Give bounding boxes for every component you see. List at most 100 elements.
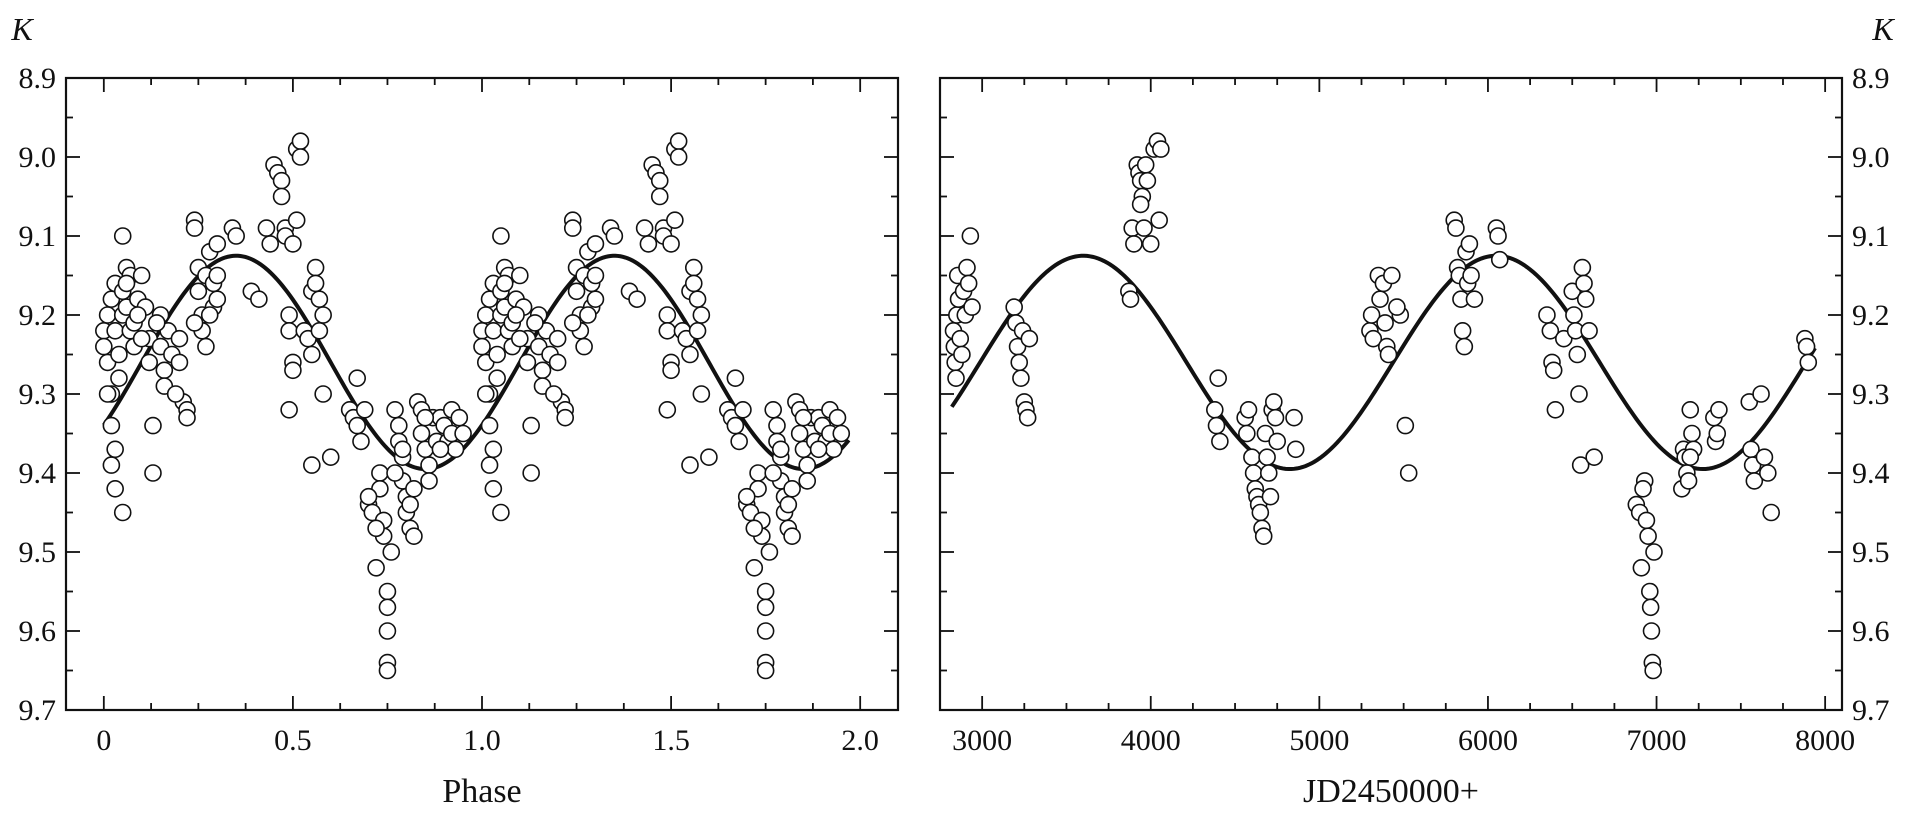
data-point [669,132,688,150]
data-point [1571,456,1590,474]
data-point [166,385,185,403]
data-point [1266,408,1285,427]
data-point [129,306,147,324]
y-tick-label: 9.7 [1852,694,1890,727]
data-point [1258,448,1276,467]
y-tick-label: 9.1 [19,220,57,253]
data-point [431,440,450,459]
data-point [1759,464,1777,482]
data-point [1150,211,1168,229]
data-point [106,321,124,340]
data-point [185,219,204,237]
x-tick-label: 2.0 [841,724,879,757]
data-point [1447,219,1465,237]
data-point [650,187,669,206]
data-point [1641,598,1660,617]
data-point [488,345,506,364]
data-point [155,361,174,380]
data-point [658,400,677,419]
data-point [303,345,321,364]
data-point [832,424,851,443]
data-point [666,211,684,229]
data-point [492,503,510,522]
data-point [95,337,113,356]
data-point [106,440,124,459]
data-point [1460,235,1479,253]
data-point [367,519,385,538]
data-point [1570,385,1588,403]
data-point [1268,432,1286,451]
data-point [1637,511,1656,530]
data-point [726,369,745,388]
data-point [628,290,646,309]
data-point [1632,558,1651,577]
data-point [1138,171,1157,190]
data-point [1265,393,1283,411]
data-point [1681,448,1700,467]
x-tick-label: 4000 [1121,724,1181,757]
data-point [794,408,813,427]
data-point [371,464,389,482]
data-point [1490,250,1509,269]
data-point [548,329,567,348]
data-point [959,274,978,293]
y-tick-label: 9.3 [19,378,57,411]
data-point [1259,464,1278,482]
data-point [306,258,325,277]
data-point [1580,321,1598,340]
y-axis-label: K [1871,11,1895,47]
data-point [662,361,680,380]
data-point [734,400,752,419]
data-point [548,353,567,372]
data-point [662,235,680,253]
data-point [745,558,764,577]
data-point [484,321,503,340]
data-point [393,440,412,459]
data-point [480,416,499,435]
data-point [208,266,227,285]
data-point [639,235,658,253]
y-tick-label: 9.3 [1852,378,1890,411]
y-axis-label: K [10,11,34,47]
data-point [605,227,624,245]
data-point [1679,472,1698,490]
data-point [1136,156,1155,174]
y-tick-label: 9.5 [1852,536,1890,569]
data-point [1010,353,1029,372]
data-point [197,337,215,356]
data-point [1254,527,1273,546]
data-point [1465,290,1484,309]
data-point [476,385,495,403]
data-point [526,314,544,332]
data-point [556,408,575,427]
data-point [1489,227,1507,245]
data-point [1121,290,1140,309]
data-point [1285,408,1303,427]
data-point [1399,464,1418,482]
data-point [684,258,703,277]
y-tick-label: 9.4 [1852,457,1890,490]
data-point [745,519,764,538]
data-point [1362,306,1381,324]
data-point [760,543,779,561]
data-point [783,479,801,498]
data-point [420,472,438,490]
data-point [1376,314,1394,332]
data-point [1645,543,1663,561]
data-point [681,345,699,364]
data-point [1018,408,1037,427]
data-point [359,487,378,506]
data-point [1639,527,1657,546]
fit-curve [102,253,851,472]
data-point [355,400,374,419]
y-tick-label: 9.7 [19,694,57,727]
data-point [756,661,775,680]
data-point [132,329,151,348]
data-point [764,400,783,419]
data-point [688,321,707,340]
data-point [113,503,132,522]
data-point [450,408,469,427]
data-point [280,306,298,324]
data-point [828,408,847,427]
data-point [779,495,798,514]
